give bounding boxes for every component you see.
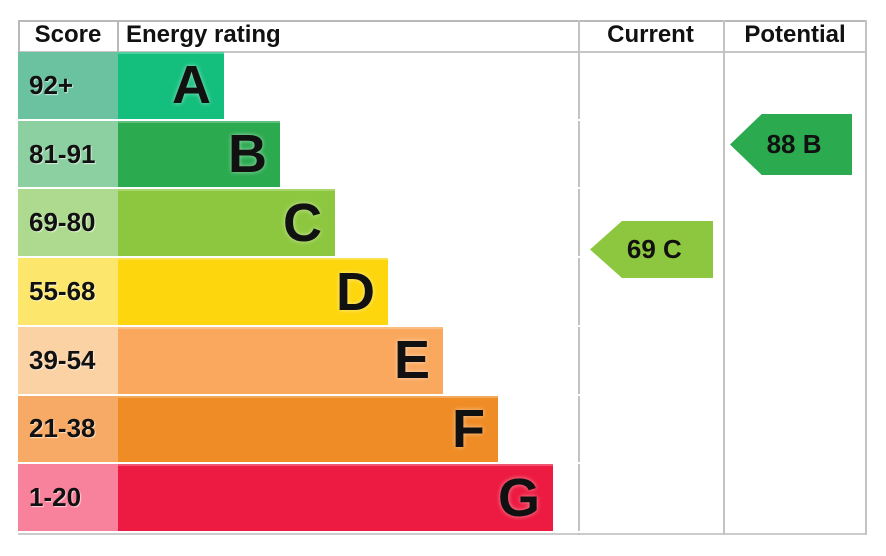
score-column-divider — [117, 20, 119, 52]
score-cell: 81-91 — [18, 120, 118, 188]
band-letter: B — [228, 124, 267, 185]
band-letter: A — [172, 55, 211, 116]
band-row-e: 39-54 E — [18, 326, 580, 396]
potential-arrow: 88 B — [730, 114, 852, 175]
band-letter: G — [497, 467, 540, 528]
rating-bar: E — [118, 326, 443, 394]
score-cell: 39-54 — [18, 326, 118, 394]
rating-bar: D — [118, 258, 388, 325]
table-top-border — [18, 20, 867, 22]
band-letter: E — [393, 330, 430, 391]
band-row-c: 69-80 C — [18, 189, 580, 259]
header-score: Score — [34, 21, 102, 48]
score-cell: 1-20 — [18, 464, 118, 532]
rating-bar: B — [118, 120, 280, 188]
band-letter: D — [336, 261, 375, 322]
band-row-a: 92+ A — [18, 52, 580, 121]
current-arrow-label: 69 C — [626, 234, 682, 264]
score-cell: 21-38 — [18, 395, 118, 463]
header-energy-rating: Energy rating — [126, 21, 281, 48]
header-current: Current — [607, 21, 694, 48]
rating-bar: G — [118, 464, 553, 532]
current-column-divider — [578, 20, 580, 535]
band-row-g: 1-20 G — [18, 464, 580, 534]
header-potential: Potential — [744, 21, 846, 48]
band-letter: C — [283, 192, 322, 253]
header-underline — [18, 51, 867, 53]
rating-bar: C — [118, 189, 335, 257]
score-cell: 92+ — [18, 52, 118, 119]
current-arrow: 69 C — [590, 221, 713, 278]
band-letter: F — [452, 398, 485, 459]
band-row-f: 21-38 F — [18, 395, 580, 465]
score-cell: 55-68 — [18, 258, 118, 325]
table-right-border — [865, 20, 867, 535]
band-row-b: 81-91 B — [18, 120, 580, 190]
epc-table: Score Energy rating Current Potential 92… — [18, 20, 867, 535]
header-left-border — [18, 20, 20, 52]
header-row: Score Energy rating Current Potential — [18, 20, 867, 52]
score-cell: 69-80 — [18, 189, 118, 257]
table-bottom-border — [18, 533, 867, 535]
rating-bar: A — [118, 52, 224, 119]
potential-arrow-label: 88 B — [766, 129, 822, 159]
rating-bar: F — [118, 395, 498, 463]
band-row-d: 55-68 D — [18, 258, 580, 327]
potential-column-divider — [723, 20, 725, 535]
band-rows: 92+ A 81-91 B 69-80 C 55-68 D 39-54 E 21… — [18, 52, 580, 534]
